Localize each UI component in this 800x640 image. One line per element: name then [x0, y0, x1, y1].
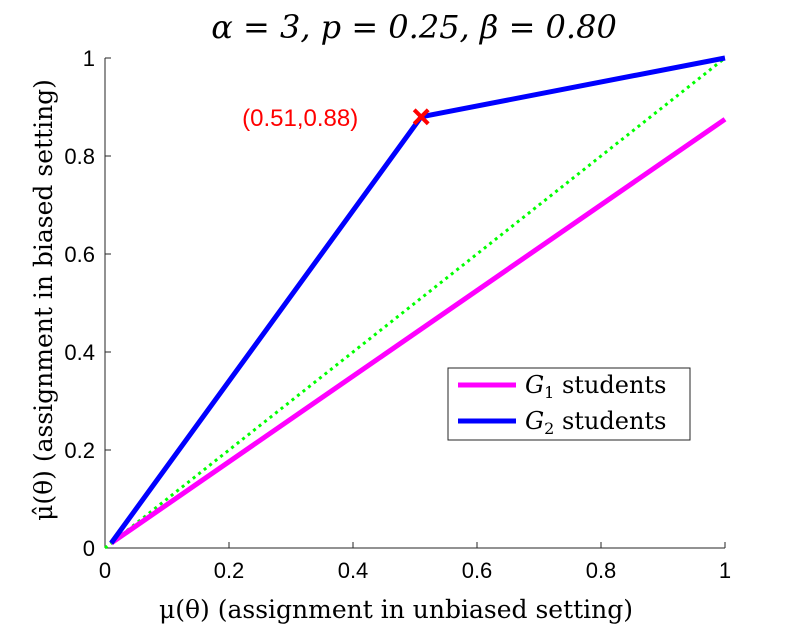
x-tick-label: 0.4 — [338, 558, 369, 583]
y-tick-label: 0.8 — [64, 144, 95, 169]
x-tick-label: 1 — [719, 558, 731, 583]
legend-label-g2: G2 students — [525, 407, 666, 438]
chart-title: α = 3, p = 0.25, β = 0.80 — [211, 8, 617, 46]
y-axis-ticks: 0 0.2 0.4 0.6 0.8 1 — [64, 46, 111, 561]
x-axis-label: μ(θ) (assignment in unbiased setting) — [159, 595, 633, 624]
plot-area — [105, 58, 725, 548]
x-tick-label: 0.6 — [462, 558, 493, 583]
reference-line-diagonal — [104, 56, 726, 550]
y-tick-label: 1 — [83, 46, 95, 71]
x-axis-ticks: 0 0.2 0.4 0.6 0.8 1 — [99, 542, 731, 583]
legend: G1 students G2 students — [447, 367, 691, 441]
y-tick-label: 0 — [83, 536, 95, 561]
y-tick-label: 0.6 — [64, 242, 95, 267]
x-tick-label: 0.2 — [214, 558, 245, 583]
y-axis-label: μ̂(θ) (assignment in biased setting) — [29, 79, 58, 521]
y-tick-label: 0.4 — [64, 340, 95, 365]
legend-box — [447, 367, 691, 441]
x-tick-label: 0.8 — [586, 558, 617, 583]
legend-label-g1: G1 students — [525, 371, 666, 402]
series-line-g1 — [109, 117, 727, 546]
marker-layer: (0.51,0.88) — [242, 105, 430, 132]
marker-x-stroke-b — [412, 108, 430, 126]
marker-label: (0.51,0.88) — [242, 105, 358, 132]
x-tick-label: 0 — [99, 558, 111, 583]
y-tick-label: 0.2 — [64, 438, 95, 463]
